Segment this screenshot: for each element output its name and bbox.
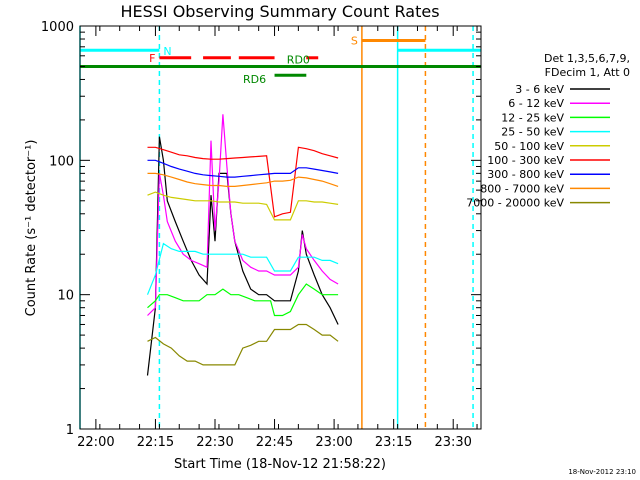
flag-bars: NF S RD0 RD6 [80, 34, 481, 86]
legend-label-1: 6 - 12 keV [508, 97, 564, 110]
flag-label-n: N [163, 45, 171, 58]
legend-label-3: 25 - 50 keV [501, 126, 564, 139]
legend: Det 1,3,5,6,7,9, FDecim 1, Att 0 3 - 6 k… [466, 52, 630, 210]
y-tick-label-1: 10 [57, 289, 74, 304]
timestamp: 18-Nov-2012 23:10 [568, 468, 636, 476]
flag-label-s: S [351, 34, 358, 47]
legend-header-line-2: FDecim 1, Att 0 [545, 66, 630, 79]
flag-label-f: F [149, 52, 155, 65]
y-tick-label-3: 1000 [41, 20, 74, 35]
legend-label-2: 12 - 25 keV [501, 111, 564, 124]
x-tick-label-0: 22:00 [77, 435, 114, 450]
legend-label-7: 800 - 7000 keV [480, 182, 564, 195]
series-line-2 [147, 283, 339, 317]
series-lines [146, 114, 339, 376]
legend-header-line-1: Det 1,3,5,6,7,9, [544, 52, 630, 65]
legend-label-8: 7000 - 20000 keV [466, 197, 564, 210]
y-tick-label-2: 100 [49, 154, 74, 169]
axis-ticks: 22:00 22:15 22:30 22:45 23:00 23:15 23:30 1 10 10… [41, 20, 481, 450]
series-line-4 [147, 191, 339, 221]
x-tick-label-1: 22:15 [137, 435, 174, 450]
legend-label-0: 3 - 6 keV [515, 83, 564, 96]
series-line-1 [147, 114, 339, 316]
y-axis-label: Count Rate (s⁻¹ detector⁻¹) [24, 140, 39, 317]
legend-label-6: 300 - 800 keV [487, 168, 564, 181]
y-tick-label-0: 1 [66, 423, 74, 438]
x-axis-label: Start Time (18-Nov-12 21:58:22) [174, 457, 386, 472]
flag-label-rd6: RD6 [243, 73, 266, 86]
x-tick-label-3: 22:45 [256, 435, 293, 450]
x-tick-label-6: 23:30 [434, 435, 471, 450]
x-tick-label-5: 23:15 [375, 435, 412, 450]
plot-frame [79, 25, 482, 430]
series-line-8 [147, 323, 339, 366]
flag-label-rd0: RD0 [287, 53, 310, 66]
x-tick-label-2: 22:30 [196, 435, 233, 450]
legend-label-4: 50 - 100 keV [494, 140, 564, 153]
series-line-3 [146, 242, 339, 295]
chart-title: HESSI Observing Summary Count Rates [120, 2, 439, 21]
legend-label-5: 100 - 300 keV [487, 154, 564, 167]
series-line-7 [147, 172, 339, 187]
x-tick-label-4: 23:00 [315, 435, 352, 450]
series-line-5 [147, 146, 339, 218]
series-line-6 [147, 159, 339, 178]
